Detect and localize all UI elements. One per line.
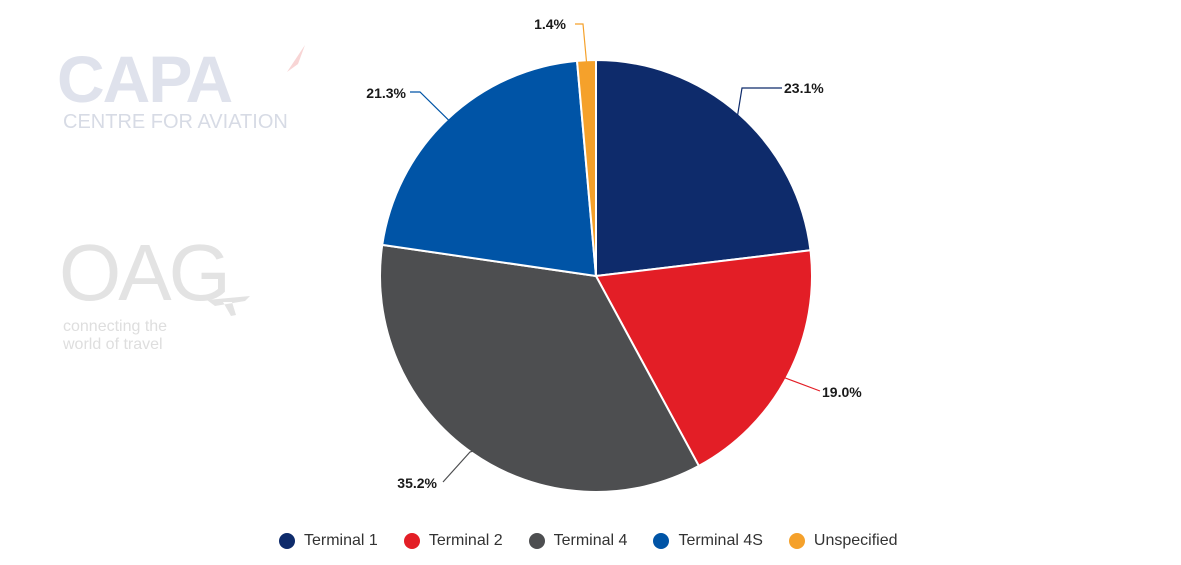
legend-label: Unspecified <box>813 532 898 549</box>
leader-line <box>410 91 451 122</box>
legend-label: Terminal 1 <box>304 532 378 549</box>
legend-item: Terminal 4S <box>653 532 763 550</box>
airplane-icon <box>207 296 250 316</box>
legend-item: Terminal 4 <box>528 532 628 550</box>
capa-logo-text: CAPA <box>57 42 231 116</box>
legend-item: Unspecified <box>788 532 898 550</box>
leader-line <box>442 450 475 483</box>
legend-swatch <box>653 533 670 549</box>
pie-slice-terminal-2 <box>594 249 813 468</box>
leader-line <box>736 87 782 117</box>
data-label: 21.3% <box>366 85 406 101</box>
pie-slice-terminal-4s <box>381 59 598 278</box>
legend-item: Terminal 1 <box>279 532 378 550</box>
pie-slice-terminal-1 <box>595 58 812 278</box>
legend-label: Terminal 4S <box>678 532 763 549</box>
legend-label: Terminal 4 <box>553 532 628 549</box>
chart-legend: Terminal 1 Terminal 2 Terminal 4 Terminal 4… <box>279 529 924 553</box>
data-label: 23.1% <box>784 80 824 96</box>
data-label: 19.0% <box>822 384 862 400</box>
leader-line <box>778 373 821 392</box>
oag-tagline-line1: connecting the <box>63 318 167 335</box>
oag-logo-text: OAG <box>59 228 228 317</box>
oag-watermark-logo: OAG connecting the world of travel <box>59 228 250 353</box>
capa-watermark-logo: CAPA CENTRE FOR AVIATION <box>57 42 305 133</box>
legend-item: Terminal 2 <box>403 532 503 550</box>
data-label: 1.4% <box>534 16 566 32</box>
data-label: 35.2% <box>397 475 437 491</box>
leader-line <box>575 23 588 64</box>
oag-tagline-line2: world of travel <box>62 336 163 353</box>
capa-swoosh-icon <box>287 45 305 72</box>
legend-swatch <box>403 533 420 549</box>
legend-swatch <box>279 533 295 549</box>
label-leader-lines <box>410 23 821 483</box>
legend-label: Terminal 2 <box>428 532 503 549</box>
legend-swatch <box>528 533 545 549</box>
pie-slices <box>379 58 813 493</box>
data-labels: 23.1% 19.0% 35.2% 21.3% 1.4% <box>366 16 862 491</box>
pie-slice-terminal-4 <box>379 243 701 493</box>
capa-tagline: CENTRE FOR AVIATION <box>63 111 288 133</box>
legend-swatch <box>788 533 805 549</box>
